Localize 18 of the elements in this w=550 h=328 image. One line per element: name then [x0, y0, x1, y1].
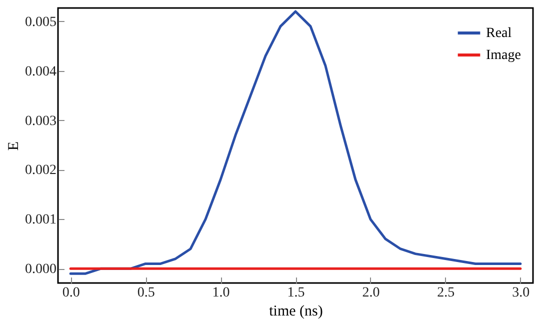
y-tick-label: 0.003: [25, 114, 56, 129]
y-axis-title: E: [6, 141, 22, 151]
line-series: [69, 10, 522, 275]
x-tick-label: 1.0: [212, 286, 230, 300]
legend-label: Real: [486, 26, 512, 41]
x-tick-label: 0.5: [137, 286, 155, 300]
x-tick-label: 0.0: [62, 286, 80, 300]
y-tick-label: 0.001: [25, 212, 56, 228]
y-tick-label: 0.002: [25, 163, 56, 178]
y-tick-label: 0.000: [25, 262, 56, 278]
y-tick-label: 0.005: [25, 14, 56, 30]
x-axis-title: time (ns): [269, 304, 323, 320]
x-tick-label: 2.0: [362, 286, 380, 300]
legend-label: Image: [486, 48, 521, 63]
y-tick-label: 0.004: [25, 64, 56, 80]
x-tick-label: 2.5: [437, 286, 455, 300]
x-tick-label: 1.5: [287, 286, 305, 300]
x-tick-label: 3.0: [512, 286, 530, 300]
